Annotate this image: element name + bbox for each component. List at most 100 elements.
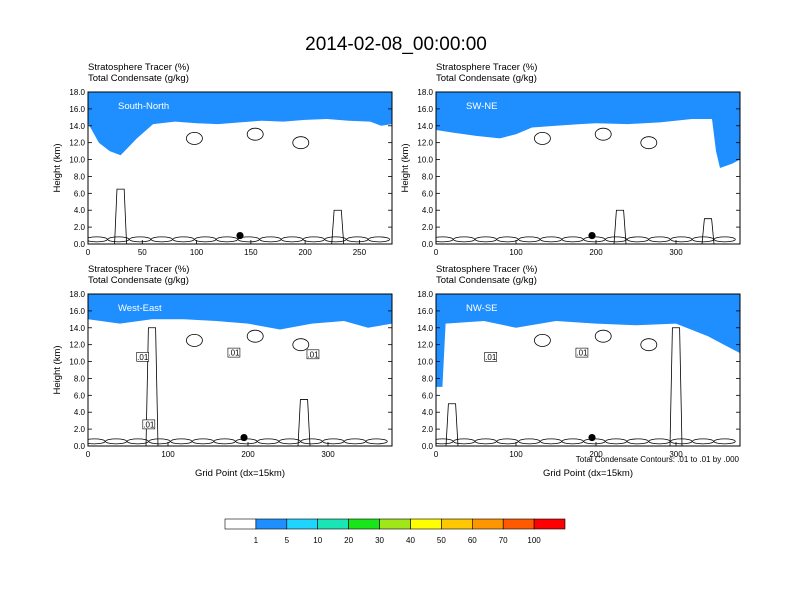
panel-header-condensate: Total Condensate (g/kg) <box>88 73 189 84</box>
low-cloud-contour <box>496 438 519 445</box>
upper-cloud-contour <box>534 131 551 145</box>
tall-cloud-contour <box>297 399 311 446</box>
contour-label-text: .01 <box>143 420 155 429</box>
y-tick-label: 16.0 <box>417 105 433 114</box>
colorbar-label: 40 <box>406 536 415 545</box>
low-cloud-contour <box>129 236 152 243</box>
upper-cloud-contour <box>292 338 310 352</box>
low-cloud-contour <box>278 438 301 445</box>
low-cloud-contour <box>561 236 584 243</box>
x-tick-label: 0 <box>434 450 439 459</box>
upper-cloud-contour <box>246 329 264 343</box>
panel-header-condensate: Total Condensate (g/kg) <box>88 275 189 286</box>
colorbar-label: 70 <box>499 536 508 545</box>
colorbar-box <box>317 518 349 530</box>
colorbar-box <box>441 518 473 530</box>
low-cloud-contour <box>436 438 454 445</box>
low-cloud-contour <box>259 236 282 243</box>
tracer-band-10 <box>436 294 740 387</box>
y-tick-label: 6.0 <box>74 189 86 198</box>
low-cloud-contour <box>540 236 563 243</box>
low-cloud-contour <box>648 236 671 243</box>
panel-4: Stratosphere Tracer (%)Total Condensate … <box>417 264 741 479</box>
contour-label-text: .01 <box>137 353 149 362</box>
low-cloud-contour <box>692 438 715 445</box>
x-tick-label: 200 <box>241 450 255 459</box>
y-tick-label: 10.0 <box>69 358 85 367</box>
tall-cloud-contour <box>669 327 683 446</box>
colorbar-label: 5 <box>285 536 290 545</box>
y-tick-label: 14.0 <box>69 324 85 333</box>
panel-header-tracer: Stratosphere Tracer (%) <box>436 62 537 73</box>
low-cloud-contour <box>518 236 541 243</box>
panel-header-tracer: Stratosphere Tracer (%) <box>88 62 189 73</box>
colorbar-box <box>348 518 380 530</box>
tracer-band-10 <box>88 294 392 330</box>
upper-cloud-contour <box>640 136 658 150</box>
footer-note: Total Condensate Contours: .01 to .01 by… <box>576 455 740 464</box>
x-tick-label: 300 <box>321 450 335 459</box>
plot-frame <box>87 91 393 245</box>
upper-cloud-contour <box>185 333 203 347</box>
upper-cloud-contour <box>594 329 612 343</box>
upper-cloud-contour <box>185 131 203 145</box>
panel-1: Stratosphere Tracer (%)Total Condensate … <box>52 62 393 257</box>
y-tick-label: 4.0 <box>422 408 434 417</box>
low-cloud-contour <box>281 236 304 243</box>
y-tick-label: 4.0 <box>74 408 86 417</box>
low-cloud-contour <box>670 438 693 445</box>
colorbar-label: 20 <box>344 536 353 545</box>
panels: Stratosphere Tracer (%)Total Condensate … <box>52 62 741 479</box>
colorbar-label: 50 <box>437 536 446 545</box>
colorbar: 1 5 10 20 30 40 50 60 70 100 <box>224 518 566 545</box>
low-cloud-contour <box>300 438 323 445</box>
contour-label-box <box>575 347 589 358</box>
x-tick-label: 100 <box>190 248 204 257</box>
colorbar-label: 10 <box>313 536 322 545</box>
y-axis-label: Height (km) <box>52 345 63 394</box>
panel-header-condensate: Total Condensate (g/kg) <box>436 73 537 84</box>
low-cloud-contour <box>148 438 171 445</box>
x-tick-label: 100 <box>509 450 523 459</box>
low-cloud-contour <box>561 438 584 445</box>
low-cloud-contour <box>213 438 236 445</box>
x-tick-label: 0 <box>434 248 439 257</box>
y-tick-label: 10.0 <box>417 358 433 367</box>
low-cloud-contour <box>257 438 280 445</box>
low-cloud-contour <box>194 236 217 243</box>
y-tick-label: 18.0 <box>417 88 433 97</box>
low-cloud-contour <box>215 236 238 243</box>
tall-cloud-contour <box>331 209 345 244</box>
low-cloud-contour <box>346 236 369 243</box>
colorbar-box <box>379 518 411 530</box>
contour-label-text: .01 <box>576 349 588 358</box>
low-cloud-contour <box>713 438 736 445</box>
contour-label-box <box>136 352 150 362</box>
station-marker <box>236 231 244 240</box>
upper-cloud-contour <box>594 127 612 141</box>
y-tick-label: 4.0 <box>74 206 86 215</box>
x-tick-label: 200 <box>589 248 603 257</box>
colorbar-box <box>255 518 288 530</box>
low-cloud-contour <box>453 438 476 445</box>
colorbar-label: 1 <box>254 536 259 545</box>
colorbar-box <box>410 518 442 530</box>
y-tick-label: 8.0 <box>74 374 86 383</box>
y-tick-label: 6.0 <box>422 189 434 198</box>
plot-frame <box>435 91 741 245</box>
panel-3: Stratosphere Tracer (%)Total Condensate … <box>52 264 393 479</box>
low-cloud-contour <box>343 438 366 445</box>
tall-cloud-contour <box>114 188 127 244</box>
y-tick-label: 14.0 <box>69 122 85 131</box>
low-cloud-contour <box>191 438 214 445</box>
y-tick-label: 0.0 <box>422 240 434 249</box>
x-tick-label: 0 <box>86 450 91 459</box>
y-tick-label: 10.0 <box>69 156 85 165</box>
low-cloud-contour <box>324 236 347 243</box>
y-tick-label: 0.0 <box>74 240 86 249</box>
y-tick-label: 8.0 <box>74 172 86 181</box>
colorbar-box <box>502 518 535 530</box>
condensate-contours <box>88 127 390 244</box>
y-tick-label: 2.0 <box>422 223 434 232</box>
low-cloud-contour <box>496 236 519 243</box>
